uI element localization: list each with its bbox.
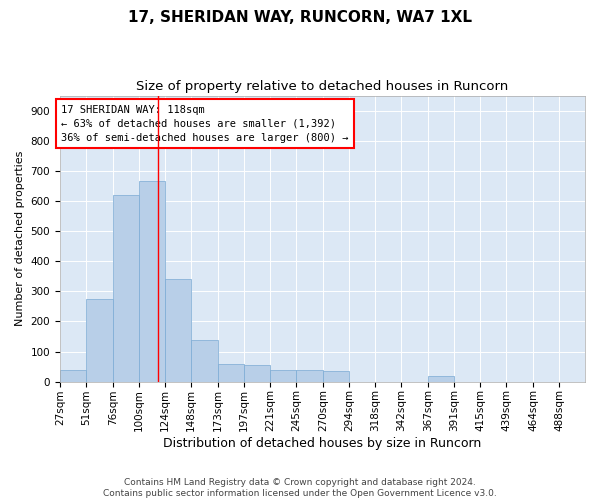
Bar — [244, 365, 270, 382]
Bar — [113, 195, 139, 382]
Bar — [60, 370, 86, 382]
Bar — [270, 370, 296, 382]
Bar — [139, 182, 165, 382]
Y-axis label: Number of detached properties: Number of detached properties — [15, 151, 25, 326]
Bar — [296, 370, 323, 382]
Bar — [86, 299, 113, 382]
Bar — [428, 376, 454, 382]
Bar — [218, 364, 244, 382]
Text: 17, SHERIDAN WAY, RUNCORN, WA7 1XL: 17, SHERIDAN WAY, RUNCORN, WA7 1XL — [128, 10, 472, 25]
Title: Size of property relative to detached houses in Runcorn: Size of property relative to detached ho… — [136, 80, 509, 93]
X-axis label: Distribution of detached houses by size in Runcorn: Distribution of detached houses by size … — [163, 437, 482, 450]
Bar — [165, 280, 191, 382]
Bar — [191, 340, 218, 382]
Text: 17 SHERIDAN WAY: 118sqm
← 63% of detached houses are smaller (1,392)
36% of semi: 17 SHERIDAN WAY: 118sqm ← 63% of detache… — [61, 104, 349, 142]
Text: Contains HM Land Registry data © Crown copyright and database right 2024.
Contai: Contains HM Land Registry data © Crown c… — [103, 478, 497, 498]
Bar — [323, 371, 349, 382]
